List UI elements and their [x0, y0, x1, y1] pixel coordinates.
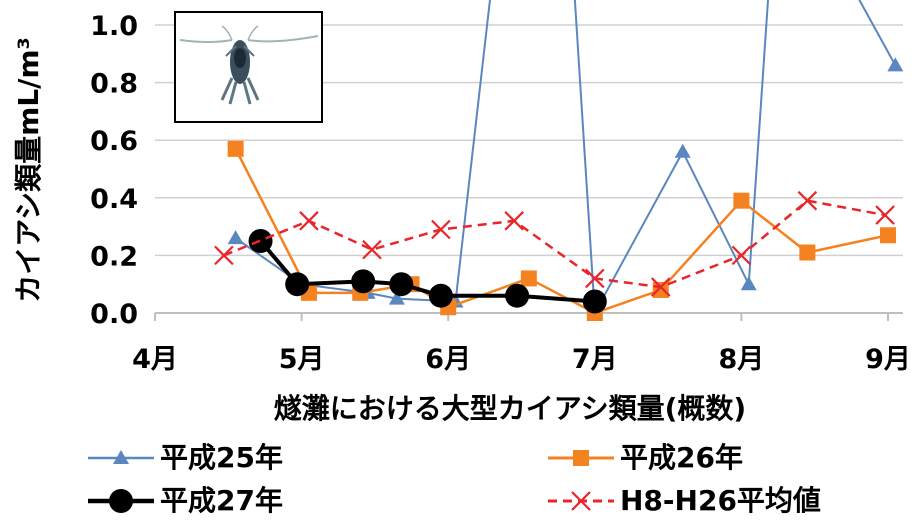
y-tick-labels: 0.0 0.2 0.4 0.6 0.8 1.0	[90, 11, 138, 330]
legend-label-1: 平成26年	[620, 441, 743, 474]
legend-marker-2	[109, 489, 133, 513]
y-tick-label-1: 0.2	[90, 241, 138, 272]
x-tick-labels: 4月 5月 6月 7月 8月 9月	[132, 344, 911, 375]
legend-item-0: 平成25年	[88, 441, 283, 474]
series-0	[227, 0, 904, 319]
copepod-photo	[174, 11, 323, 123]
series-1	[227, 140, 896, 321]
data-point-2-2	[351, 269, 376, 294]
data-point-0-9	[740, 276, 757, 291]
x-tick-label-1: 5月	[279, 344, 325, 375]
data-point-2-0	[248, 229, 273, 253]
legend-label-2: 平成27年	[160, 484, 283, 517]
legend-marker-3	[571, 491, 591, 511]
legend-marker-1	[573, 450, 589, 466]
x-tick-label-0: 4月	[132, 344, 178, 375]
x-axis-title: 燧灘における大型カイアシ類量(概数)	[274, 392, 746, 425]
y-tick-label-2: 0.4	[90, 184, 138, 215]
data-point-2-6	[582, 289, 607, 314]
data-point-3-8	[797, 190, 818, 211]
data-point-3-3	[431, 219, 451, 240]
data-point-2-4	[428, 283, 453, 308]
data-point-3-1	[299, 211, 319, 231]
y-tick-label-3: 0.6	[90, 126, 138, 157]
data-point-2-3	[389, 272, 414, 297]
data-point-0-11	[887, 57, 904, 72]
data-point-3-0	[214, 245, 234, 266]
legend-label-3: H8-H26平均値	[620, 484, 821, 517]
x-tick-label-2: 6月	[425, 344, 471, 375]
series-line-3	[223, 199, 886, 289]
y-tick-label-0: 0.0	[90, 299, 138, 330]
data-point-1-9	[799, 244, 816, 261]
x-tick-label-4: 8月	[719, 344, 765, 375]
data-point-1-10	[880, 227, 896, 244]
data-point-1-7	[652, 281, 669, 298]
legend-marker-0	[113, 450, 129, 464]
data-point-3-9	[875, 205, 895, 225]
data-point-1-0	[227, 140, 244, 157]
data-point-3-4	[504, 211, 524, 231]
data-point-3-5	[585, 268, 605, 289]
series-3	[214, 190, 895, 297]
data-point-2-1	[285, 272, 310, 297]
series-line-0	[235, 0, 897, 317]
data-point-0-3	[388, 290, 405, 305]
legend-label-0: 平成25年	[160, 441, 283, 474]
y-axis-title: カイアシ類量mL/m³	[12, 37, 45, 303]
data-point-3-2	[362, 239, 382, 260]
legend-item-1: 平成26年	[548, 441, 743, 474]
data-point-3-6	[650, 277, 671, 297]
data-point-0-8	[674, 143, 691, 158]
x-tick-label-3: 7月	[572, 344, 618, 375]
series-2	[248, 229, 607, 314]
legend-item-3: H8-H26平均値	[548, 484, 821, 517]
y-tick-label-5: 1.0	[90, 11, 138, 42]
data-point-2-5	[505, 283, 530, 308]
series-group	[214, 0, 904, 321]
legend-item-2: 平成27年	[88, 484, 283, 517]
x-tick-label-5: 9月	[865, 344, 911, 375]
data-point-3-7	[731, 245, 752, 266]
data-point-1-8	[733, 192, 750, 209]
data-point-1-5	[520, 270, 537, 287]
data-point-0-0	[227, 230, 244, 245]
y-tick-label-4: 0.8	[90, 69, 138, 100]
